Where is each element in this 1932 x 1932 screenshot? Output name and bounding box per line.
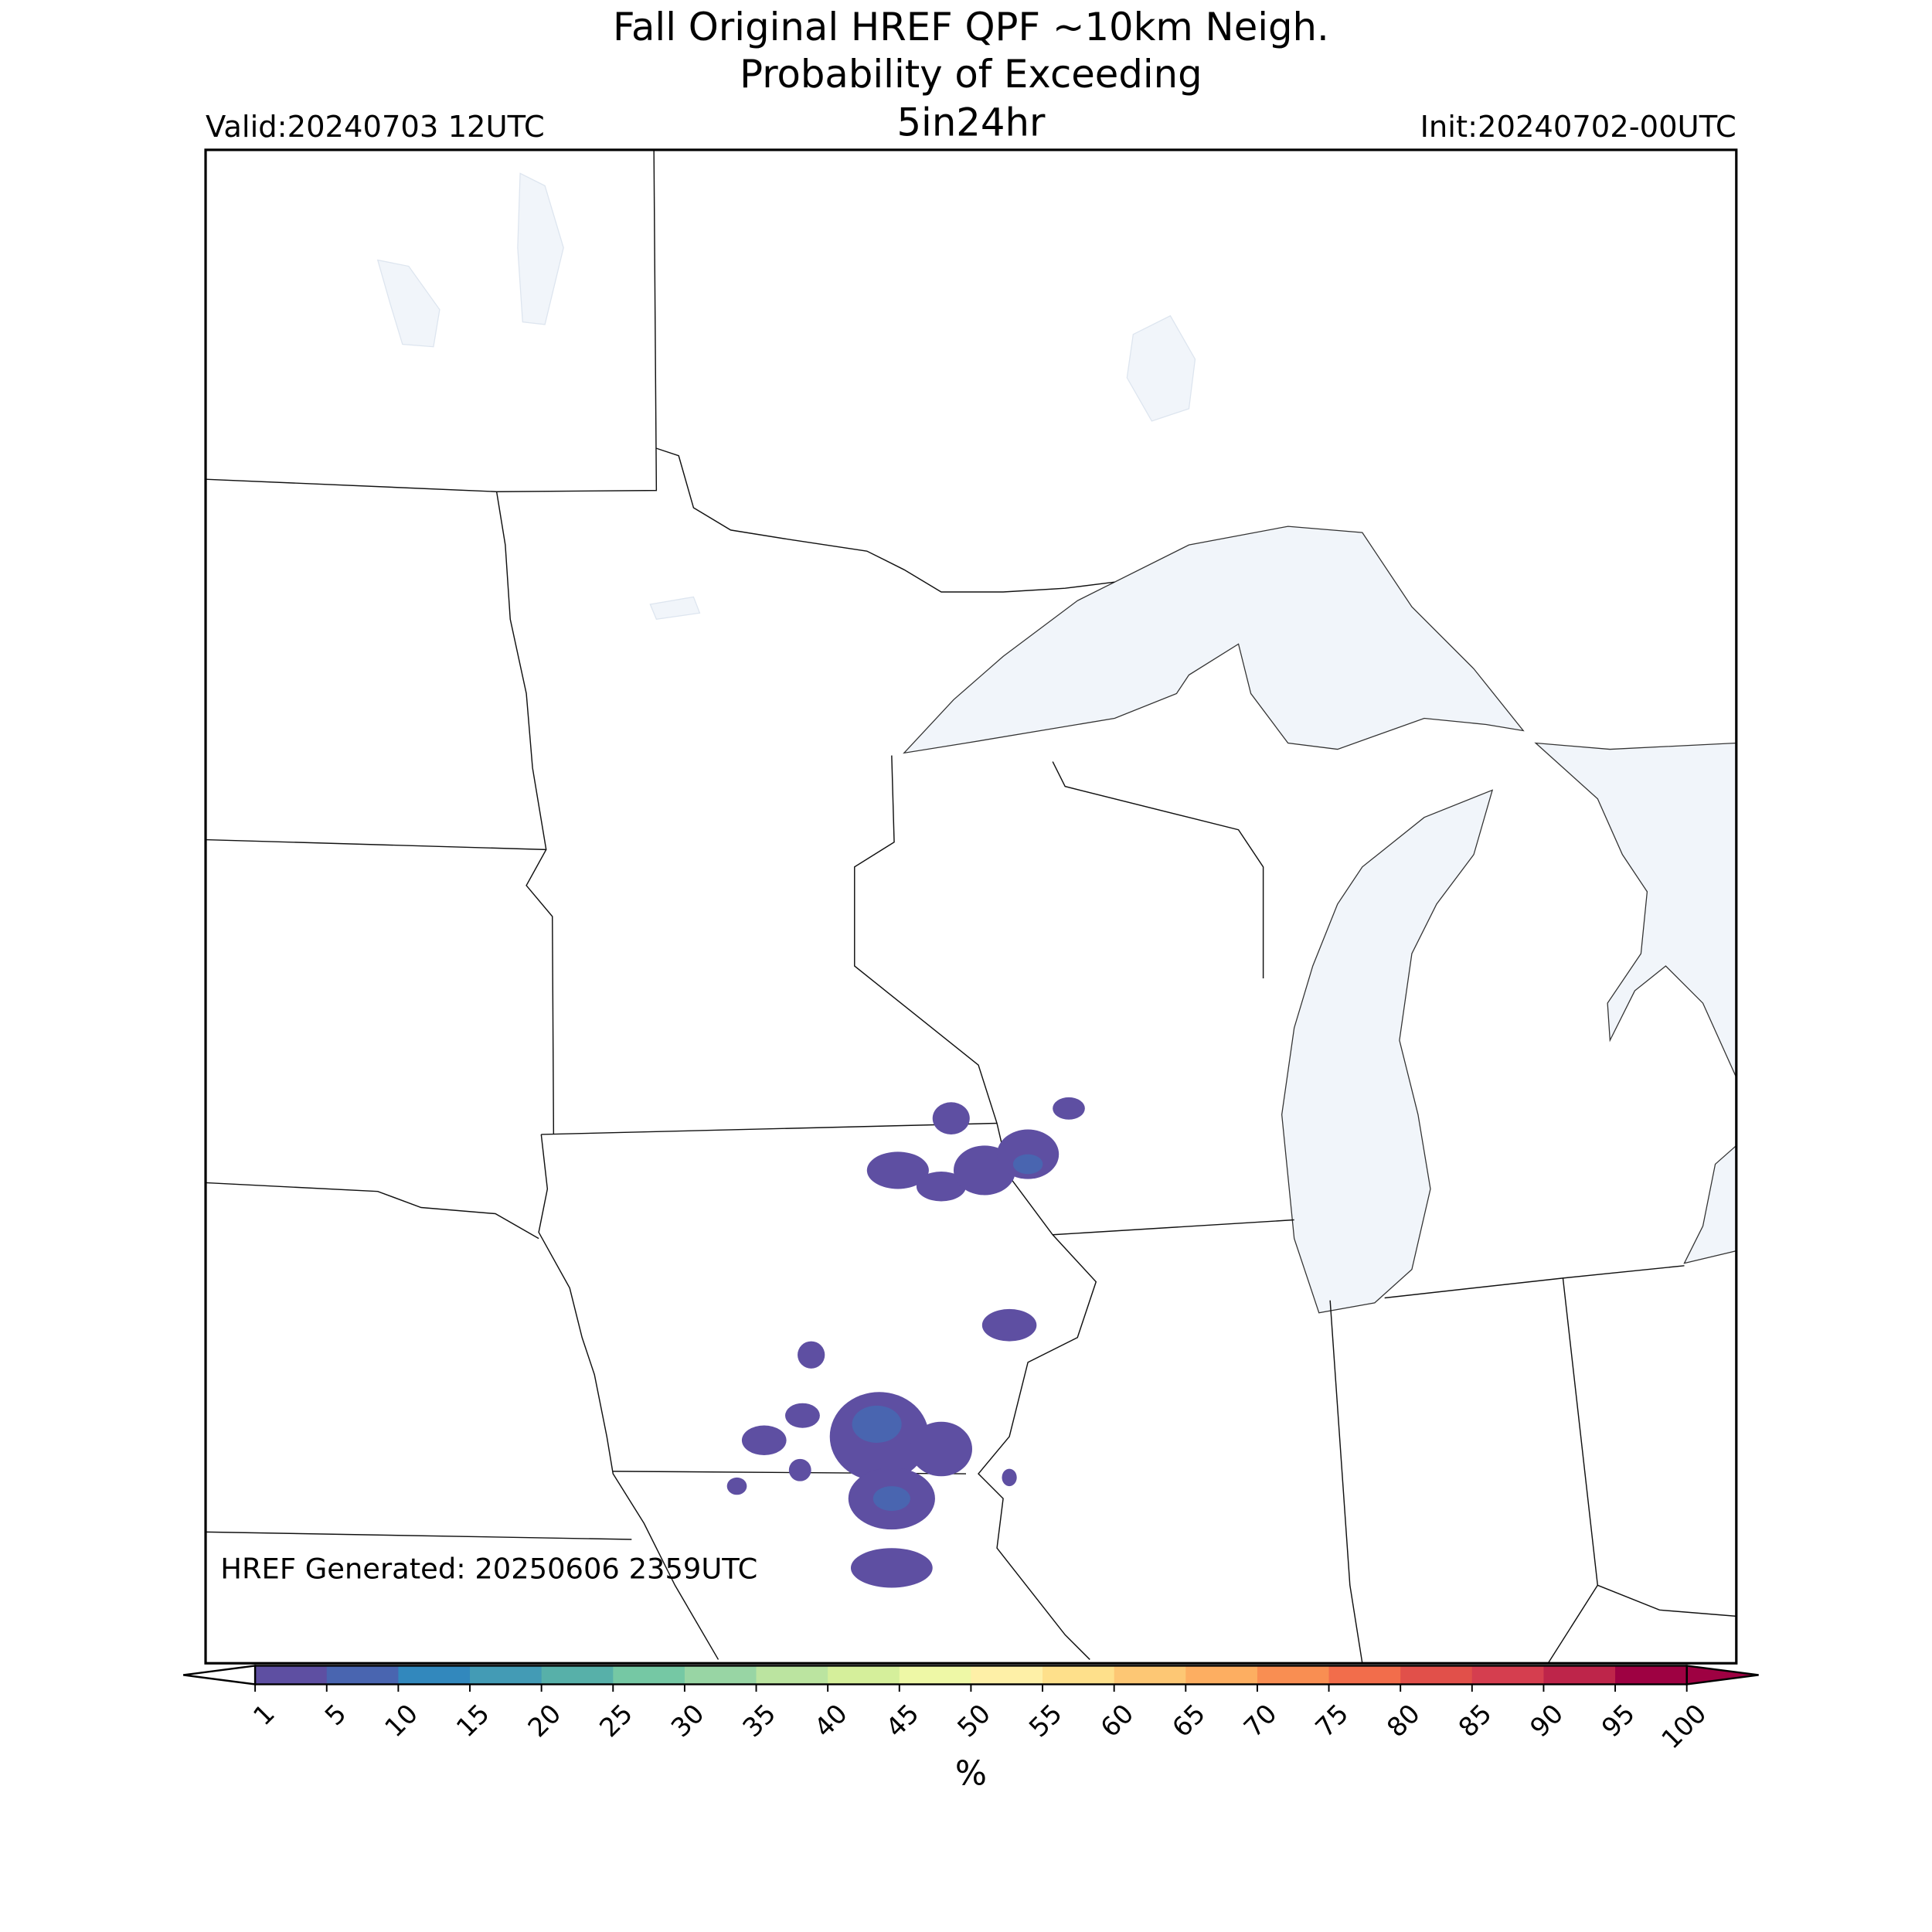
border-sd-ne <box>206 1182 539 1240</box>
colorbar-segment <box>1615 1665 1688 1685</box>
border-canada <box>656 447 1115 593</box>
colorbar-tick-label: 35 <box>736 1699 781 1743</box>
colorbar-extend-low <box>183 1665 257 1685</box>
lake-huron <box>1534 742 1736 1078</box>
colorbar-tick-label: 100 <box>1656 1699 1713 1755</box>
colorbar-segment <box>1471 1665 1545 1685</box>
prob-area <box>981 1308 1037 1342</box>
lake-superior <box>903 526 1525 754</box>
colorbar-segment <box>326 1665 400 1685</box>
border-wi-mi <box>1052 761 1264 979</box>
colorbar-tick-label: 50 <box>951 1699 996 1743</box>
border-il-in <box>1329 1300 1363 1664</box>
colorbar-tick-label: 65 <box>1166 1699 1211 1743</box>
prob-area <box>850 1548 933 1588</box>
colorbar-segment <box>828 1665 900 1685</box>
init-time: Init:20240702-00UTC <box>1420 110 1736 145</box>
colorbar-segment <box>1185 1665 1258 1685</box>
map-frame <box>204 148 1738 1665</box>
colorbar-extend-high <box>1685 1665 1759 1685</box>
prob-area <box>852 1405 902 1443</box>
lake-nipigon <box>1126 315 1196 422</box>
colorbar-tick-label: 20 <box>522 1699 567 1743</box>
subtitle: Probability of Exceeding <box>740 52 1202 97</box>
prob-area <box>1012 1154 1043 1175</box>
colorbar-segment <box>1043 1665 1115 1685</box>
colorbar-tick-label: 60 <box>1095 1699 1140 1743</box>
border-nd-sd <box>206 838 546 851</box>
prob-area <box>866 1151 929 1189</box>
lake-red <box>649 596 701 620</box>
border-in-oh <box>1562 1277 1599 1586</box>
threshold: 5in24hr <box>896 100 1046 145</box>
colorbar-tick-label: 45 <box>880 1699 925 1743</box>
lake-erie <box>1683 1145 1736 1264</box>
colorbar-tick-label: 10 <box>379 1699 423 1743</box>
border-ky <box>1547 1584 1736 1664</box>
lake-winnipeg <box>376 259 440 348</box>
colorbar-tick-label: 85 <box>1453 1699 1498 1743</box>
colorbar-tick-label: 40 <box>808 1699 853 1743</box>
prob-area <box>932 1102 970 1134</box>
lake-manitoba <box>517 172 564 325</box>
colorbar-segment <box>398 1665 471 1685</box>
prob-area <box>872 1486 910 1512</box>
prob-area <box>726 1477 747 1495</box>
border-mn-wi <box>854 755 1097 1660</box>
colorbar-segment <box>255 1665 328 1685</box>
prob-area <box>910 1421 973 1477</box>
colorbar-tick-label: 30 <box>665 1699 710 1743</box>
title: Fall Original HREF QPF ~10km Neigh. <box>613 5 1329 49</box>
border-in-mi <box>1384 1265 1685 1299</box>
colorbar-label: % <box>955 1755 987 1794</box>
colorbar-tick-label: 55 <box>1023 1699 1068 1743</box>
prob-area <box>1002 1468 1017 1487</box>
colorbar-tick-label: 70 <box>1238 1699 1283 1743</box>
map-area: HREF Generated: 20250606 2359UTC <box>204 148 1738 1665</box>
valid-time: Valid:20240703 12UTC <box>206 110 545 145</box>
colorbar-tick-label: 75 <box>1310 1699 1355 1743</box>
colorbar-segment <box>1543 1665 1616 1685</box>
generated-note: HREF Generated: 20250606 2359UTC <box>220 1553 757 1586</box>
colorbar-tick-label: 15 <box>451 1699 495 1743</box>
prob-area <box>785 1403 820 1428</box>
colorbar-segment <box>756 1665 828 1685</box>
colorbar-tick-label: 80 <box>1381 1699 1426 1743</box>
prob-area <box>788 1458 811 1481</box>
border-wi-il <box>1053 1219 1294 1236</box>
colorbar-tick-label: 5 <box>319 1699 352 1732</box>
colorbar-segment <box>1400 1665 1473 1685</box>
colorbar-segment <box>1328 1665 1401 1685</box>
colorbar-segment <box>1114 1665 1187 1685</box>
colorbar-tick-label: 90 <box>1524 1699 1569 1743</box>
colorbar-segment <box>1257 1665 1330 1685</box>
colorbar-tick-label: 25 <box>594 1699 638 1743</box>
prob-area <box>741 1425 787 1456</box>
colorbar: 1 5 10 15 20 25 30 35 40 45 50 55 60 65 70 75 80 85 90 95 10… <box>183 1665 1759 1755</box>
border-ne-ks <box>206 1531 632 1540</box>
colorbar-segment <box>541 1665 614 1685</box>
colorbar-segment <box>684 1665 757 1685</box>
lake-michigan <box>1281 789 1494 1314</box>
precipitation-probability <box>726 1097 1085 1588</box>
colorbar-segment <box>971 1665 1043 1685</box>
border-ia-west <box>538 1134 719 1660</box>
colorbar-outline <box>253 1665 1688 1685</box>
colorbar-segment <box>613 1665 685 1685</box>
border-mn-ia <box>541 1122 998 1135</box>
colorbar-segment <box>899 1665 972 1685</box>
border-canada-west <box>206 149 658 492</box>
prob-area <box>916 1172 966 1202</box>
prob-area <box>1053 1097 1085 1120</box>
colorbar-segment <box>470 1665 543 1685</box>
prob-area <box>798 1341 825 1369</box>
colorbar-tick-label: 95 <box>1596 1699 1641 1743</box>
border-nd-mn <box>495 492 555 1134</box>
colorbar-tick-label: 1 <box>247 1699 281 1732</box>
